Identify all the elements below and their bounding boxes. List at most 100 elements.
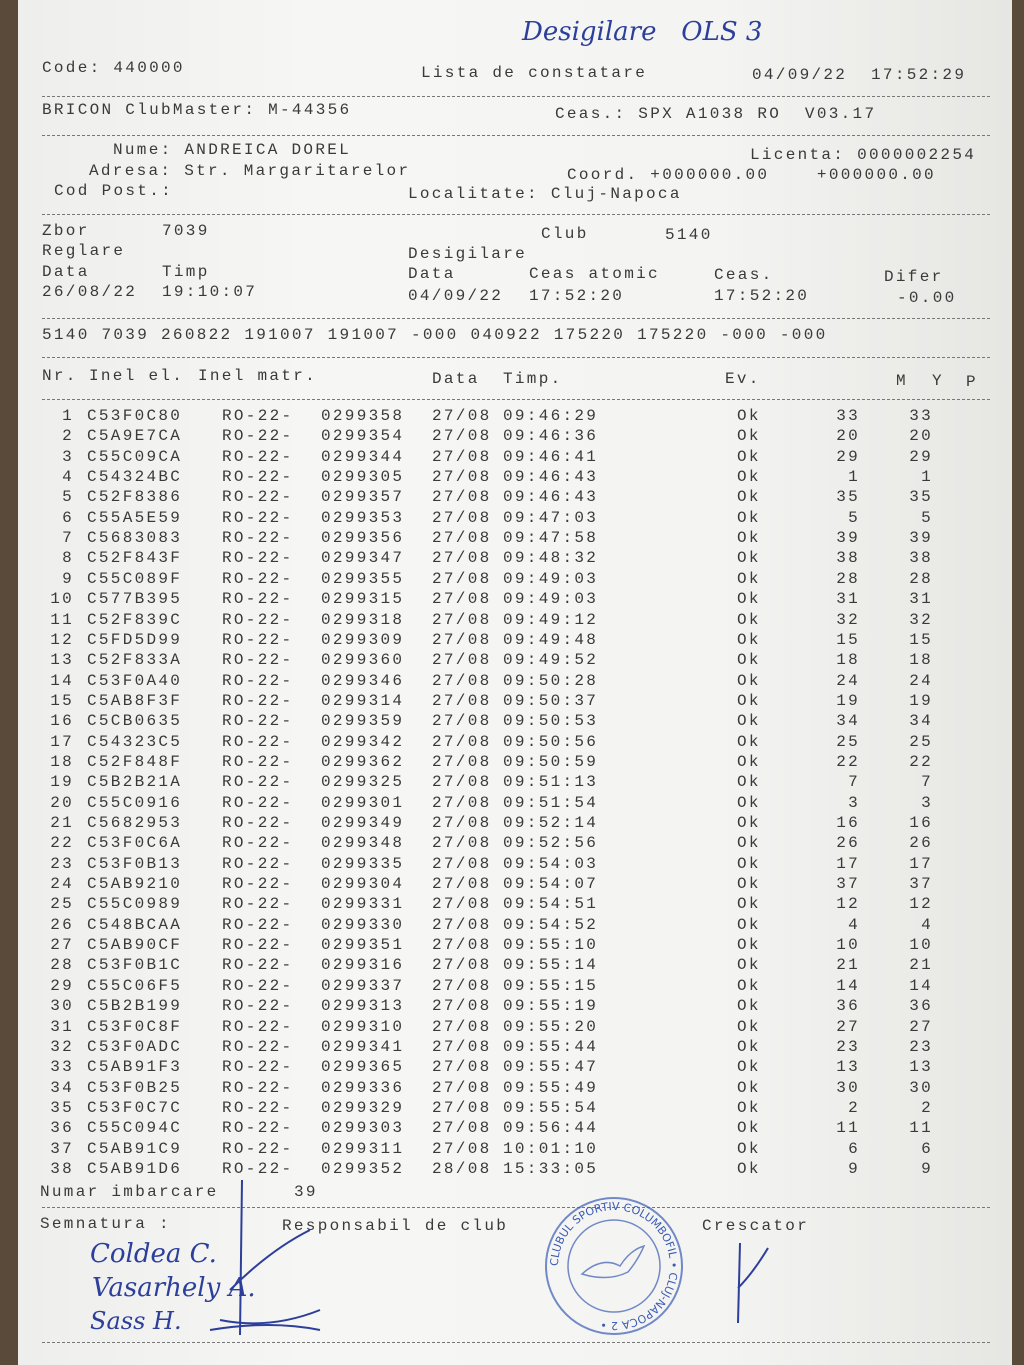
row-data: 27/08 xyxy=(432,895,492,914)
row-data: 27/08 xyxy=(432,976,492,995)
row-timp: 09:52:14 xyxy=(503,814,599,832)
inel-matr: 0299301 xyxy=(321,793,405,812)
row-y: 26 xyxy=(909,834,933,853)
reglare-timp: 19:10:07 xyxy=(162,283,258,301)
inel-prefix: RO-22- xyxy=(222,752,294,771)
row-m: 2 xyxy=(848,1098,860,1117)
inel-matr: 0299337 xyxy=(321,976,405,995)
inel-matr: 0299360 xyxy=(321,651,405,670)
row-timp: 09:54:52 xyxy=(503,915,599,934)
inel-prefix: RO-22- xyxy=(222,1098,294,1117)
numar-imbarcare: 39 xyxy=(294,1183,318,1201)
row-timp: 09:48:32 xyxy=(503,549,599,568)
inel-matr: 0299315 xyxy=(321,590,405,609)
inel-matr: 0299355 xyxy=(321,569,405,588)
col-m: M xyxy=(896,372,908,390)
table-row: 35 C53F0C7C RO-22- 0299329 27/08 09:55:54 Ok 2 2 xyxy=(0,1098,1000,1118)
row-data: 27/08 xyxy=(432,569,492,588)
row-nr: 8 xyxy=(62,549,74,568)
row-data: 27/08 xyxy=(432,508,492,527)
inel-el: C5AB91F3 xyxy=(87,1058,183,1077)
row-nr: 32 xyxy=(50,1037,74,1056)
row-data: 27/08 xyxy=(432,691,492,710)
row-m: 16 xyxy=(836,814,860,832)
row-timp: 09:49:48 xyxy=(503,630,599,649)
ceas-atomic: 17:52:20 xyxy=(529,287,625,305)
row-y: 38 xyxy=(909,549,933,568)
row-nr: 11 xyxy=(50,610,74,629)
row-data: 27/08 xyxy=(432,936,492,955)
table-row: 30 C5B2B199 RO-22- 0299313 27/08 09:55:19 Ok 36… xyxy=(0,996,1000,1016)
row-m: 11 xyxy=(836,1119,860,1138)
document-paper xyxy=(18,0,1012,1365)
table-row: 4 C54324BC RO-22- 0299305 27/08 09:46:43 Ok 1 1 xyxy=(0,467,1000,487)
row-data: 27/08 xyxy=(432,773,492,792)
row-data: 27/08 xyxy=(432,752,492,771)
row-ev: Ok xyxy=(737,427,761,446)
inel-el: C548BCAA xyxy=(87,915,183,934)
row-m: 18 xyxy=(836,651,860,670)
row-m: 32 xyxy=(836,610,860,629)
inel-matr: 0299356 xyxy=(321,529,405,548)
row-y: 15 xyxy=(909,630,933,649)
row-timp: 09:55:15 xyxy=(503,976,599,995)
row-timp: 09:47:03 xyxy=(503,508,599,527)
row-nr: 23 xyxy=(50,854,74,873)
row-timp: 09:50:59 xyxy=(503,752,599,771)
inel-el: C52F833A xyxy=(87,651,183,670)
row-nr: 20 xyxy=(50,793,74,812)
row-data: 27/08 xyxy=(432,875,492,894)
inel-prefix: RO-22- xyxy=(222,1119,294,1138)
row-data: 27/08 xyxy=(432,834,492,853)
table-row: 5 C52F8386 RO-22- 0299357 27/08 09:46:43 Ok 35 3… xyxy=(0,487,1000,507)
table-row: 12 C5FD5D99 RO-22- 0299309 27/08 09:49:48 Ok 15… xyxy=(0,630,1000,650)
row-nr: 6 xyxy=(62,508,74,527)
row-timp: 09:55:49 xyxy=(503,1078,599,1097)
table-row: 1 C53F0C80 RO-22- 0299358 27/08 09:46:29 Ok 33 3… xyxy=(0,406,1000,426)
postal-code: Cod Post.: xyxy=(54,182,174,200)
row-ev: Ok xyxy=(737,875,761,894)
print-datetime: 04/09/22 17:52:29 xyxy=(752,66,967,84)
handwritten-note: Desigilare OLS 3 xyxy=(522,17,763,47)
row-y: 11 xyxy=(909,1119,933,1138)
reglare-data-label: Data xyxy=(42,263,90,281)
table-row: 22 C53F0C6A RO-22- 0299348 27/08 09:52:56 Ok 26… xyxy=(0,833,1000,853)
table-row: 10 C577B395 RO-22- 0299315 27/08 09:49:03 Ok 31… xyxy=(0,589,1000,609)
row-nr: 30 xyxy=(50,997,74,1016)
row-timp: 09:50:28 xyxy=(503,671,599,690)
inel-prefix: RO-22- xyxy=(222,773,294,792)
row-data: 27/08 xyxy=(432,427,492,446)
crescator-signature xyxy=(737,1242,769,1324)
row-ev: Ok xyxy=(737,1098,761,1117)
inel-prefix: RO-22- xyxy=(222,529,294,548)
col-data: Data xyxy=(432,370,480,388)
divider xyxy=(42,214,990,215)
row-ev: Ok xyxy=(737,549,761,568)
locality: Localitate: Cluj-Napoca xyxy=(408,185,682,203)
row-data: 28/08 xyxy=(432,1159,492,1178)
responsabil-label: Responsabil de club xyxy=(282,1217,509,1235)
row-ev: Ok xyxy=(737,1119,761,1138)
row-ev: Ok xyxy=(737,1037,761,1056)
row-m: 6 xyxy=(848,1139,860,1158)
inel-prefix: RO-22- xyxy=(222,488,294,507)
row-timp: 09:54:51 xyxy=(503,895,599,914)
difer: -0.00 xyxy=(897,289,957,307)
row-y: 34 xyxy=(909,712,933,731)
inel-prefix: RO-22- xyxy=(222,1058,294,1077)
inel-prefix: RO-22- xyxy=(222,1017,294,1036)
inel-prefix: RO-22- xyxy=(222,793,294,812)
row-nr: 1 xyxy=(62,407,74,425)
row-data: 27/08 xyxy=(432,630,492,649)
row-nr: 3 xyxy=(62,447,74,466)
row-y: 35 xyxy=(909,488,933,507)
row-timp: 09:46:29 xyxy=(503,407,599,425)
ceas-atomic-label: Ceas atomic xyxy=(529,265,660,283)
row-nr: 17 xyxy=(50,732,74,751)
table-row: 11 C52F839C RO-22- 0299318 27/08 09:49:12 Ok 32… xyxy=(0,610,1000,630)
inel-matr: 0299349 xyxy=(321,814,405,832)
divider xyxy=(42,1342,990,1343)
row-timp: 09:55:14 xyxy=(503,956,599,975)
inel-matr: 0299316 xyxy=(321,956,405,975)
inel-el: C5AB9210 xyxy=(87,875,183,894)
